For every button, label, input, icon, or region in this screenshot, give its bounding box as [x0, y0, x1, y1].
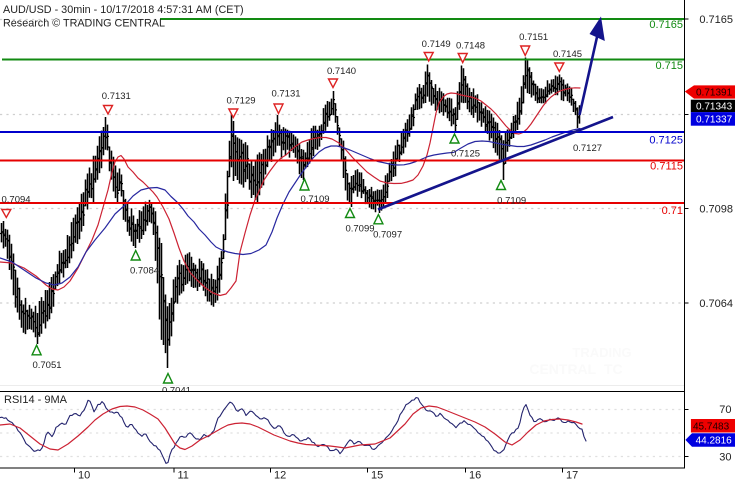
svg-text:0.7125: 0.7125 [451, 149, 480, 160]
svg-text:0.7149: 0.7149 [422, 39, 451, 50]
svg-text:44.2816: 44.2816 [696, 436, 733, 447]
svg-text:Research © TRADING CENTRAL: Research © TRADING CENTRAL [3, 17, 165, 29]
svg-text:0.7129: 0.7129 [226, 95, 255, 106]
svg-text:0.71: 0.71 [662, 205, 683, 217]
svg-text:0.7099: 0.7099 [345, 223, 374, 234]
svg-text:12: 12 [274, 470, 286, 480]
svg-text:0.7145: 0.7145 [553, 49, 582, 60]
svg-text:0.7131: 0.7131 [102, 91, 131, 102]
svg-text:0.7131: 0.7131 [271, 89, 300, 100]
svg-text:AUD/USD - 30min - 10/17/2018 4: AUD/USD - 30min - 10/17/2018 4:57:31 AM … [3, 4, 244, 16]
svg-text:RSI14 - 9MA: RSI14 - 9MA [4, 394, 68, 406]
svg-text:15: 15 [371, 470, 383, 480]
svg-text:0.7148: 0.7148 [456, 40, 485, 51]
svg-text:0.7165: 0.7165 [699, 14, 733, 26]
svg-text:70: 70 [719, 404, 731, 416]
svg-text:0.7064: 0.7064 [699, 298, 733, 310]
svg-text:0.7151: 0.7151 [519, 32, 548, 43]
svg-text:TRADING: TRADING [572, 345, 631, 360]
svg-text:0.715: 0.715 [655, 60, 683, 72]
svg-text:0.7051: 0.7051 [32, 360, 61, 371]
svg-text:0.71337: 0.71337 [696, 115, 733, 126]
svg-text:CENTRAL TC: CENTRAL TC [529, 361, 622, 377]
svg-text:0.7165: 0.7165 [649, 19, 683, 31]
svg-text:0.7109: 0.7109 [300, 194, 329, 205]
svg-text:0.7140: 0.7140 [327, 66, 356, 77]
svg-text:0.7127: 0.7127 [573, 143, 602, 154]
svg-text:16: 16 [469, 470, 481, 480]
svg-text:11: 11 [178, 470, 189, 480]
svg-text:0.7115: 0.7115 [650, 161, 683, 173]
svg-text:0.7084: 0.7084 [130, 266, 159, 277]
svg-text:0.7094: 0.7094 [2, 194, 31, 205]
svg-text:0.7097: 0.7097 [373, 229, 402, 240]
svg-text:0.71343: 0.71343 [696, 102, 733, 113]
svg-text:45.7483: 45.7483 [693, 422, 730, 433]
svg-text:0.7125: 0.7125 [649, 135, 683, 147]
svg-text:0.7109: 0.7109 [497, 196, 526, 207]
svg-text:0.71391: 0.71391 [696, 88, 733, 99]
svg-text:17: 17 [566, 470, 578, 480]
svg-text:0.7098: 0.7098 [699, 204, 733, 216]
svg-text:10: 10 [78, 470, 90, 480]
svg-text:30: 30 [719, 452, 731, 464]
